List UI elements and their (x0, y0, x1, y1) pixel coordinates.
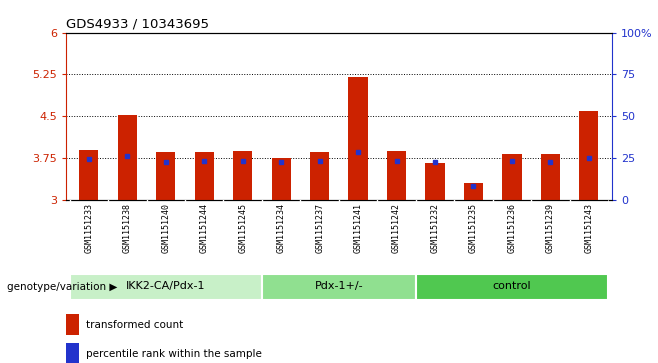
Text: control: control (493, 281, 531, 291)
Bar (156, 152, 176, 200)
Bar (233, 151, 252, 200)
Text: GSM1151238: GSM1151238 (123, 203, 132, 253)
Text: GSM1151235: GSM1151235 (469, 203, 478, 253)
Bar (579, 111, 599, 200)
Bar (502, 154, 522, 200)
Text: GSM1151239: GSM1151239 (546, 203, 555, 253)
Text: GSM1151237: GSM1151237 (315, 203, 324, 253)
Text: GSM1151245: GSM1151245 (238, 203, 247, 253)
Text: GSM1151243: GSM1151243 (584, 203, 594, 253)
Bar (272, 158, 291, 200)
Bar (79, 150, 99, 200)
Bar (464, 183, 483, 200)
FancyBboxPatch shape (262, 274, 416, 300)
Bar (195, 152, 214, 200)
Text: GSM1151234: GSM1151234 (276, 203, 286, 253)
Bar (118, 115, 137, 200)
Bar (541, 154, 560, 200)
Bar (387, 151, 406, 200)
Text: GSM1151236: GSM1151236 (507, 203, 517, 253)
Text: GSM1151241: GSM1151241 (353, 203, 363, 253)
FancyBboxPatch shape (70, 274, 262, 300)
Bar (349, 77, 368, 200)
Text: transformed count: transformed count (86, 320, 183, 330)
Text: GDS4933 / 10343695: GDS4933 / 10343695 (66, 17, 209, 30)
Text: percentile rank within the sample: percentile rank within the sample (86, 349, 261, 359)
Text: genotype/variation ▶: genotype/variation ▶ (7, 282, 117, 292)
Text: GSM1151233: GSM1151233 (84, 203, 93, 253)
Bar (66, 343, 79, 363)
Text: GSM1151232: GSM1151232 (430, 203, 440, 253)
Bar (426, 163, 445, 200)
Text: GSM1151244: GSM1151244 (200, 203, 209, 253)
Text: Pdx-1+/-: Pdx-1+/- (315, 281, 363, 291)
Bar (66, 314, 79, 335)
Bar (310, 152, 329, 200)
Text: GSM1151242: GSM1151242 (392, 203, 401, 253)
FancyBboxPatch shape (416, 274, 608, 300)
Text: IKK2-CA/Pdx-1: IKK2-CA/Pdx-1 (126, 281, 205, 291)
Text: GSM1151240: GSM1151240 (161, 203, 170, 253)
